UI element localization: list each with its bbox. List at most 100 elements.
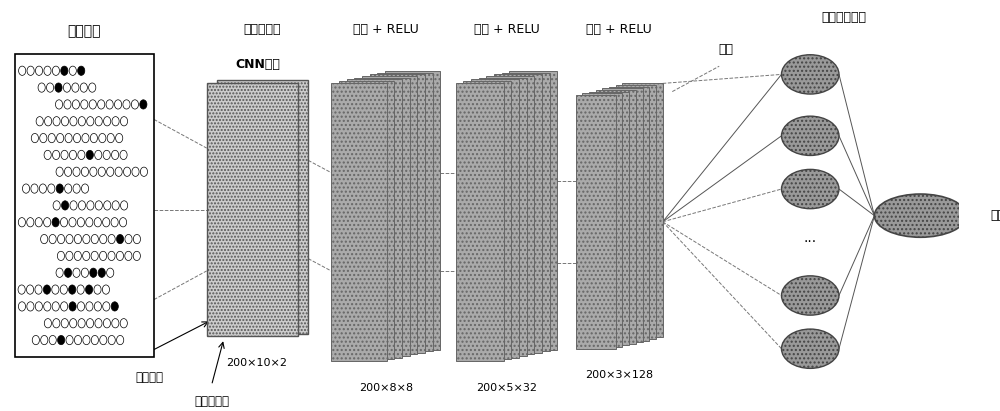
Ellipse shape: [73, 167, 80, 176]
Ellipse shape: [100, 234, 107, 244]
Ellipse shape: [781, 329, 839, 368]
Ellipse shape: [83, 335, 90, 345]
Ellipse shape: [85, 285, 93, 294]
Bar: [207, 83, 298, 337]
Ellipse shape: [72, 83, 79, 92]
Ellipse shape: [108, 335, 115, 345]
Ellipse shape: [61, 66, 68, 75]
Ellipse shape: [66, 234, 73, 244]
Ellipse shape: [73, 134, 81, 143]
Ellipse shape: [103, 319, 110, 328]
Ellipse shape: [78, 66, 85, 75]
Bar: [463, 81, 511, 359]
Ellipse shape: [90, 268, 97, 277]
Ellipse shape: [95, 201, 102, 210]
Bar: [377, 73, 433, 351]
Bar: [385, 71, 440, 349]
Ellipse shape: [133, 234, 141, 244]
Ellipse shape: [22, 184, 30, 193]
Ellipse shape: [27, 217, 34, 227]
Ellipse shape: [114, 100, 122, 109]
Bar: [486, 76, 534, 354]
Ellipse shape: [86, 302, 93, 311]
Ellipse shape: [38, 83, 45, 92]
Ellipse shape: [112, 150, 119, 159]
Ellipse shape: [86, 150, 93, 159]
Text: 全连接回归层: 全连接回归层: [821, 11, 866, 23]
Ellipse shape: [45, 117, 52, 126]
Ellipse shape: [91, 335, 98, 345]
Bar: [582, 93, 622, 347]
Ellipse shape: [111, 217, 118, 227]
Ellipse shape: [27, 302, 34, 311]
Ellipse shape: [46, 83, 54, 92]
Ellipse shape: [60, 217, 68, 227]
Ellipse shape: [107, 268, 114, 277]
Ellipse shape: [133, 251, 140, 261]
Ellipse shape: [44, 66, 51, 75]
Ellipse shape: [781, 169, 839, 209]
Ellipse shape: [18, 217, 25, 227]
Ellipse shape: [27, 66, 34, 75]
Ellipse shape: [125, 251, 132, 261]
Ellipse shape: [69, 302, 76, 311]
Bar: [596, 90, 636, 344]
Ellipse shape: [121, 201, 128, 210]
Bar: [576, 95, 616, 349]
Ellipse shape: [48, 184, 55, 193]
Text: 展平: 展平: [718, 43, 733, 56]
Ellipse shape: [64, 268, 72, 277]
Ellipse shape: [115, 167, 122, 176]
Ellipse shape: [98, 167, 105, 176]
Ellipse shape: [83, 251, 90, 261]
Ellipse shape: [70, 201, 77, 210]
Ellipse shape: [81, 167, 89, 176]
Ellipse shape: [62, 201, 69, 210]
Text: 输出: 输出: [990, 209, 1000, 222]
Ellipse shape: [98, 100, 105, 109]
Ellipse shape: [120, 150, 127, 159]
Bar: [471, 79, 519, 358]
Ellipse shape: [53, 150, 60, 159]
Ellipse shape: [70, 319, 77, 328]
Ellipse shape: [116, 251, 124, 261]
Ellipse shape: [35, 66, 43, 75]
Ellipse shape: [95, 117, 102, 126]
Bar: [494, 74, 542, 353]
Ellipse shape: [18, 285, 25, 294]
Ellipse shape: [77, 302, 85, 311]
Ellipse shape: [112, 201, 119, 210]
Ellipse shape: [35, 302, 42, 311]
Ellipse shape: [82, 134, 89, 143]
Ellipse shape: [26, 285, 34, 294]
Ellipse shape: [107, 167, 114, 176]
Ellipse shape: [78, 117, 85, 126]
Ellipse shape: [132, 167, 139, 176]
Ellipse shape: [52, 217, 59, 227]
Text: 200×5×32: 200×5×32: [476, 383, 537, 393]
Ellipse shape: [53, 319, 60, 328]
Ellipse shape: [103, 302, 110, 311]
Ellipse shape: [44, 217, 51, 227]
Ellipse shape: [781, 55, 839, 94]
Ellipse shape: [98, 268, 105, 277]
Ellipse shape: [39, 184, 46, 193]
Ellipse shape: [49, 234, 56, 244]
Ellipse shape: [56, 184, 63, 193]
Ellipse shape: [100, 335, 107, 345]
Ellipse shape: [74, 335, 82, 345]
Ellipse shape: [57, 234, 65, 244]
Ellipse shape: [63, 83, 71, 92]
Ellipse shape: [35, 217, 42, 227]
Text: 原始读段: 原始读段: [68, 24, 101, 38]
Ellipse shape: [18, 302, 26, 311]
Ellipse shape: [52, 302, 59, 311]
Bar: [331, 83, 387, 361]
Ellipse shape: [57, 134, 64, 143]
Ellipse shape: [64, 100, 71, 109]
Bar: [347, 79, 402, 358]
Ellipse shape: [74, 251, 81, 261]
Ellipse shape: [104, 117, 111, 126]
Text: 卷积 + RELU: 卷积 + RELU: [353, 23, 419, 36]
Bar: [622, 83, 663, 337]
